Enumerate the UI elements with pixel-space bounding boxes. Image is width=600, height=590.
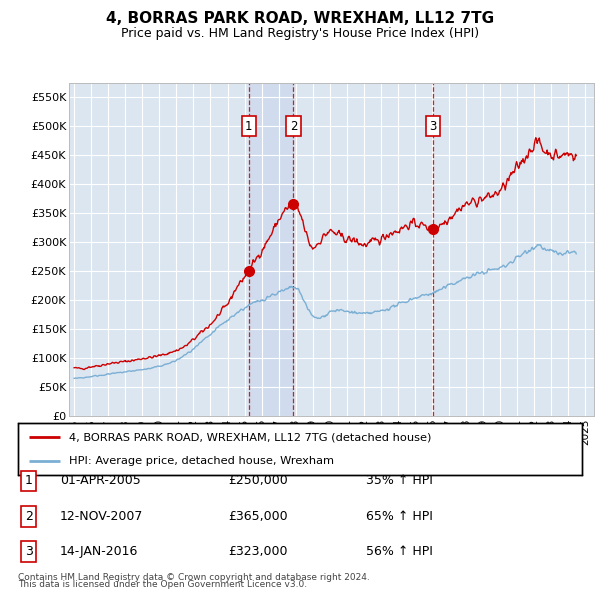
Text: Contains HM Land Registry data © Crown copyright and database right 2024.: Contains HM Land Registry data © Crown c… [18,573,370,582]
Text: 3: 3 [25,545,33,558]
Text: 1: 1 [25,474,33,487]
Text: 65% ↑ HPI: 65% ↑ HPI [366,510,433,523]
Text: 2: 2 [25,510,33,523]
Text: 01-APR-2005: 01-APR-2005 [60,474,141,487]
Text: Price paid vs. HM Land Registry's House Price Index (HPI): Price paid vs. HM Land Registry's House … [121,27,479,40]
Text: HPI: Average price, detached house, Wrexham: HPI: Average price, detached house, Wrex… [69,456,334,466]
Text: 4, BORRAS PARK ROAD, WREXHAM, LL12 7TG (detached house): 4, BORRAS PARK ROAD, WREXHAM, LL12 7TG (… [69,432,431,442]
Text: 56% ↑ HPI: 56% ↑ HPI [366,545,433,558]
Text: 3: 3 [429,120,436,133]
Text: 2: 2 [290,120,297,133]
Text: 4, BORRAS PARK ROAD, WREXHAM, LL12 7TG: 4, BORRAS PARK ROAD, WREXHAM, LL12 7TG [106,11,494,25]
Text: 14-JAN-2016: 14-JAN-2016 [60,545,139,558]
Text: 12-NOV-2007: 12-NOV-2007 [60,510,143,523]
Text: 1: 1 [245,120,253,133]
Text: £323,000: £323,000 [228,545,287,558]
Text: £365,000: £365,000 [228,510,287,523]
Text: £250,000: £250,000 [228,474,288,487]
Bar [249,83,293,416]
Text: This data is licensed under the Open Government Licence v3.0.: This data is licensed under the Open Gov… [18,580,307,589]
Text: 35% ↑ HPI: 35% ↑ HPI [366,474,433,487]
